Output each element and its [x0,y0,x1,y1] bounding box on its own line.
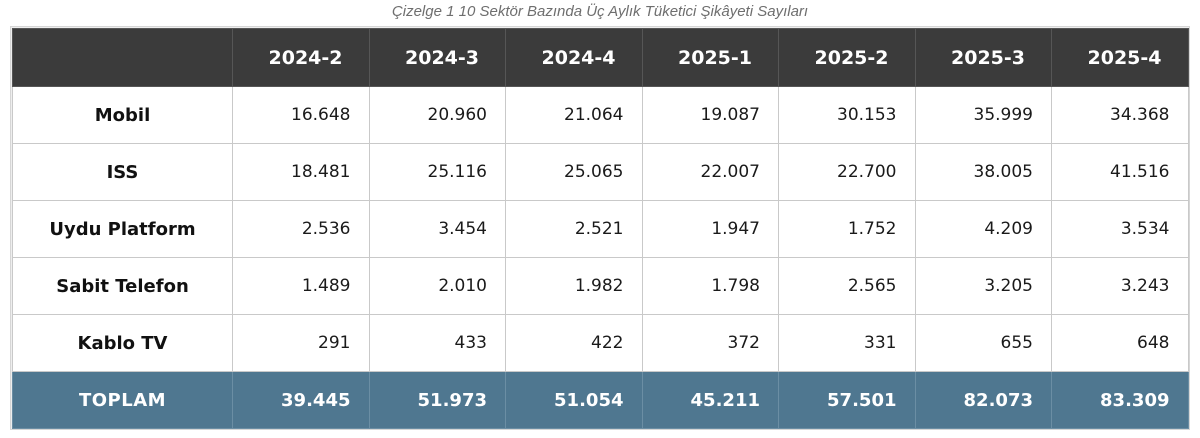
table-cell: 2.521 [505,200,643,258]
row-label: ISS [12,143,233,201]
row-label: Uydu Platform [12,200,233,258]
table-cell: 22.007 [641,143,779,201]
table-cell: 25.065 [505,143,643,201]
table-cell: 38.005 [914,143,1052,201]
total-cell: 51.973 [368,371,506,429]
table-cell: 16.648 [232,86,370,144]
header-period: 2024-4 [505,28,643,87]
table-cell: 18.481 [232,143,370,201]
total-cell: 39.445 [232,371,370,429]
header-period: 2025-2 [778,28,916,87]
total-cell: 51.054 [505,371,643,429]
table-cell: 2.010 [368,257,506,315]
table-cell: 3.454 [368,200,506,258]
header-period: 2025-3 [914,28,1052,87]
total-label: TOPLAM [12,371,233,429]
table-cell: 291 [232,314,370,372]
table-cell: 655 [914,314,1052,372]
table-cell: 1.489 [232,257,370,315]
table-cell: 422 [505,314,643,372]
table-cell: 1.798 [641,257,779,315]
table-cell: 35.999 [914,86,1052,144]
header-period: 2024-2 [232,28,370,87]
table-row: Uydu Platform 2.536 3.454 2.521 1.947 1.… [12,200,1189,258]
table-row: Sabit Telefon 1.489 2.010 1.982 1.798 2.… [12,257,1189,315]
total-cell: 82.073 [914,371,1052,429]
table-cell: 2.536 [232,200,370,258]
complaints-table: 2024-2 2024-3 2024-4 2025-1 2025-2 2025-… [12,28,1189,429]
table-cell: 1.752 [778,200,916,258]
row-label: Kablo TV [12,314,233,372]
table-cell: 20.960 [368,86,506,144]
table-cell: 21.064 [505,86,643,144]
table-cell: 41.516 [1051,143,1189,201]
table-row: Mobil 16.648 20.960 21.064 19.087 30.153… [12,86,1189,144]
table-cell: 2.565 [778,257,916,315]
table-row: Kablo TV 291 433 422 372 331 655 648 [12,314,1189,372]
total-cell: 57.501 [778,371,916,429]
table-cell: 1.947 [641,200,779,258]
table-cell: 1.982 [505,257,643,315]
table-cell: 331 [778,314,916,372]
table-cell: 433 [368,314,506,372]
total-row: TOPLAM 39.445 51.973 51.054 45.211 57.50… [12,371,1189,429]
table-cell: 30.153 [778,86,916,144]
table-cell: 25.116 [368,143,506,201]
table-cell: 22.700 [778,143,916,201]
total-cell: 83.309 [1051,371,1189,429]
table-cell: 3.243 [1051,257,1189,315]
table-cell: 3.205 [914,257,1052,315]
table-caption: Çizelge 1 10 Sektör Bazında Üç Aylık Tük… [391,3,809,20]
table-cell: 648 [1051,314,1189,372]
header-corner-cell [12,28,233,87]
header-row: 2024-2 2024-3 2024-4 2025-1 2025-2 2025-… [12,28,1189,87]
row-label: Mobil [12,86,233,144]
table-cell: 3.534 [1051,200,1189,258]
table-cell: 372 [641,314,779,372]
table-row: ISS 18.481 25.116 25.065 22.007 22.700 3… [12,143,1189,201]
header-period: 2024-3 [368,28,506,87]
table-cell: 4.209 [914,200,1052,258]
row-label: Sabit Telefon [12,257,233,315]
header-period: 2025-4 [1051,28,1189,87]
header-period: 2025-1 [641,28,779,87]
table-cell: 34.368 [1051,86,1189,144]
table-cell: 19.087 [641,86,779,144]
total-cell: 45.211 [641,371,779,429]
